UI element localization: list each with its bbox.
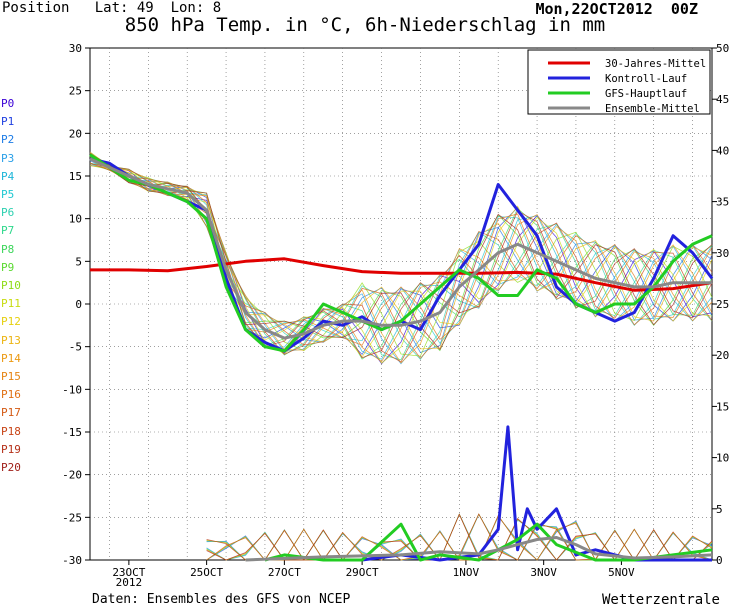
y-left-tick-label: -15	[62, 426, 82, 439]
member-label-p20: P20	[1, 461, 21, 474]
x-tick-label: 29OCT	[346, 566, 379, 579]
legend-entry-label: GFS-Hauptlauf	[605, 88, 687, 100]
y-right-tick-label: 40	[716, 144, 729, 157]
legend: 30-Jahres-Mittel Kontroll-Lauf GFS-Hauptla…	[527, 49, 711, 115]
member-label-p3: P3	[1, 151, 15, 165]
legend-entry-label: 30-Jahres-Mittel	[605, 58, 706, 70]
y-left-tick-label: 30	[69, 42, 82, 55]
series-lines	[89, 153, 714, 562]
y-right-tick-label: 45	[716, 93, 729, 106]
member-label-p17: P17	[1, 406, 21, 420]
x-tick-label: 5NOV	[608, 566, 635, 579]
y-left-tick-label: 5	[75, 255, 82, 268]
temp-line-ensemble-mittel	[89, 157, 712, 340]
y-axis-left: 30 25 20 15 10 5 0 -5 -10 -15 -20 -25 -30	[62, 42, 90, 567]
member-label-p5: P5	[1, 188, 15, 201]
y-right-tick-label: 35	[716, 196, 729, 209]
member-precip-line	[206, 513, 713, 561]
member-label-p18: P18	[1, 424, 21, 438]
member-label-p4: P4	[1, 169, 15, 183]
y-right-tick-label: 30	[716, 247, 729, 260]
member-label-p12: P12	[1, 315, 21, 329]
member-label-p15: P15	[1, 370, 21, 383]
member-label-p14: P14	[1, 351, 21, 365]
run-datetime: Mon,22OCT2012 00Z	[535, 0, 698, 18]
y-right-tick-label: 10	[716, 452, 729, 465]
member-label-p16: P16	[1, 388, 21, 402]
member-label-p2: P2	[1, 133, 15, 147]
precip-line-gfs-hauptlauf	[264, 522, 713, 562]
member-label-p13: P13	[1, 333, 21, 347]
y-left-tick-label: 0	[75, 298, 82, 311]
member-precip-line	[206, 514, 713, 561]
y-left-tick-label: 10	[69, 213, 82, 226]
x-tick-label: 3NOV	[530, 566, 557, 579]
y-left-tick-label: -10	[62, 383, 82, 396]
credit-label: Wetterzentrale	[601, 592, 720, 608]
x-tick-label: 27OCT	[268, 566, 301, 579]
y-left-tick-label: 20	[69, 127, 82, 140]
temp-line-gfs-hauptlauf	[89, 153, 713, 353]
x-year-label: 2012	[116, 576, 143, 589]
member-label-p11: P11	[1, 297, 21, 311]
data-source-label: Daten: Ensembles des GFS von NCEP	[92, 592, 351, 607]
y-left-tick-label: -20	[62, 469, 82, 482]
y-right-tick-label: 0	[716, 554, 723, 567]
member-label-p1: P1	[1, 115, 15, 129]
y-left-tick-label: -5	[69, 341, 82, 354]
member-label-p19: P19	[1, 442, 21, 456]
location-label: Position Lat: 49 Lon: 8	[2, 0, 222, 16]
y-right-tick-label: 5	[716, 503, 723, 516]
temp-line-30-jahres-mittel	[90, 257, 713, 292]
y-left-tick-label: 25	[69, 85, 82, 98]
legend-box	[527, 49, 711, 115]
x-tick-label: 1NOV	[453, 566, 480, 579]
y-right-tick-label: 25	[716, 298, 729, 311]
member-label-p7: P7	[1, 224, 15, 238]
x-axis: 23OCT 25OCT 27OCT 29OCT 1NOV 3NOV 5NOV 2012	[112, 560, 635, 589]
member-label-p8: P8	[1, 242, 15, 256]
member-label-p0: P0	[1, 97, 15, 110]
precip-line-ensemble-mittel	[245, 536, 713, 562]
y-left-tick-label: -25	[62, 511, 82, 524]
y-right-tick-label: 15	[716, 400, 729, 413]
member-label-p6: P6	[1, 206, 15, 220]
x-tick-label: 23OCT	[112, 566, 145, 579]
member-temp-line	[89, 151, 713, 358]
y-right-tick-label: 50	[716, 42, 729, 55]
y-left-tick-label: -30	[62, 554, 82, 567]
legend-entry-label: Ensemble-Mittel	[605, 103, 700, 115]
y-right-tick-label: 20	[716, 349, 729, 362]
x-tick-label: 25OCT	[190, 566, 223, 579]
member-temp-line	[89, 153, 713, 359]
chart-title: 850 hPa Temp. in °C, 6h-Niederschlag in …	[124, 14, 606, 36]
y-left-tick-label: 15	[69, 170, 82, 183]
member-label-p9: P9	[1, 260, 15, 274]
legend-entry-label: Kontroll-Lauf	[605, 73, 687, 85]
member-label-p10: P10	[1, 279, 21, 292]
